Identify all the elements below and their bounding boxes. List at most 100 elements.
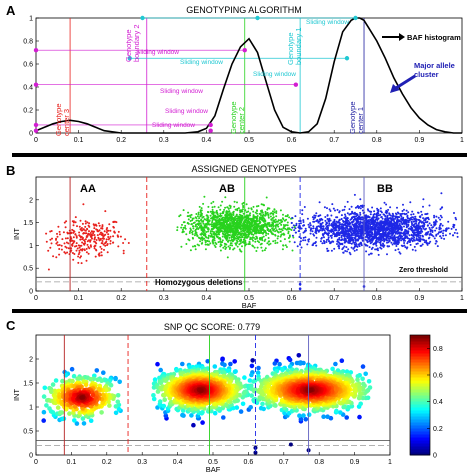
point-AA [86,243,89,246]
point-BB [304,227,307,230]
point-AB [235,224,238,227]
point-BB [397,212,400,215]
point-BB [417,229,420,232]
point-AB [205,214,208,217]
point-BB [331,203,334,206]
point-AA [109,240,112,242]
point-AA [101,240,104,242]
point-BB [338,222,341,224]
point-BB [311,216,314,219]
point-AB [225,243,228,246]
qc-point [72,418,77,423]
point-AB [251,238,254,241]
point-AB [186,222,189,225]
point-AB [254,238,257,241]
point-AA [98,224,101,227]
point-BB [372,223,375,226]
qc-point [240,401,246,407]
point-AB [202,202,205,205]
point-BB [438,231,441,234]
window-point [208,128,213,133]
point-AA [50,242,53,245]
qc-point [157,399,163,404]
point-BB [324,219,327,222]
point-AB [279,240,282,243]
qc-point [180,361,185,367]
point-AB [270,225,273,228]
point-BB [410,213,413,216]
point-AA [79,219,82,222]
point-BB [388,240,391,242]
point-BB [431,234,434,237]
point-AB [233,227,236,230]
point-AB [219,245,222,248]
point-AB [234,208,237,211]
point-AB [280,228,283,231]
point-BB [410,237,413,240]
point-BB [375,228,378,231]
point-AB [288,228,291,231]
point-BB [412,234,415,236]
point-AB [191,230,194,233]
x-tick-label: 0.2 [102,459,112,466]
point-BB [350,227,353,230]
window-point [33,128,39,133]
point-AB [253,246,256,249]
point-BB [306,217,309,220]
point-BB [388,212,391,215]
point-BB [349,253,352,256]
point-AA [98,233,101,236]
point-BB [326,250,329,252]
point-AB [282,244,285,247]
panel-a-title: GENOTYPING ALGORITHM [186,5,302,15]
point-AB [255,228,258,231]
qc-point [200,420,205,425]
point-BB [335,216,338,219]
point-AA [109,229,112,232]
point-BB [336,221,339,224]
point-BB [331,240,334,243]
point-AB [238,222,241,225]
point-BB [408,227,411,230]
point-AB [269,228,272,231]
point-BB [370,229,373,231]
point-AB [268,230,270,233]
point-BB [357,207,360,209]
point-BB [377,253,380,256]
point-AB [251,219,254,222]
point-AB [204,241,207,244]
point-AB [279,219,282,222]
point-BB [404,228,407,231]
point-BB [310,227,313,230]
point-AB [198,205,201,208]
point-BB [397,228,400,231]
point-AB [189,230,191,233]
point-BB [442,234,445,237]
point-BB [407,211,410,214]
qc-point [178,372,184,377]
x-tick-label: 0.3 [137,459,147,466]
point-BB [379,229,382,232]
point-BB [423,239,426,242]
point-AB [229,215,232,218]
outlier-point [298,287,302,291]
point-AB [220,224,223,227]
point-BB [343,245,346,248]
point-AB [235,217,238,220]
point-BB [407,219,410,222]
point-AB [267,237,270,239]
point-BB [456,232,459,235]
point-BB [371,218,374,221]
point-BB [433,237,436,240]
point-BB [400,228,403,231]
point-BB [440,237,443,240]
point-BB [399,220,402,223]
point-AB [224,206,227,209]
point-AB [260,218,263,221]
point-AB [185,233,188,236]
point-AB [223,245,226,248]
point-BB [357,215,360,218]
point-AA [94,255,97,258]
point-AB [241,202,244,205]
point-AA [50,230,53,232]
